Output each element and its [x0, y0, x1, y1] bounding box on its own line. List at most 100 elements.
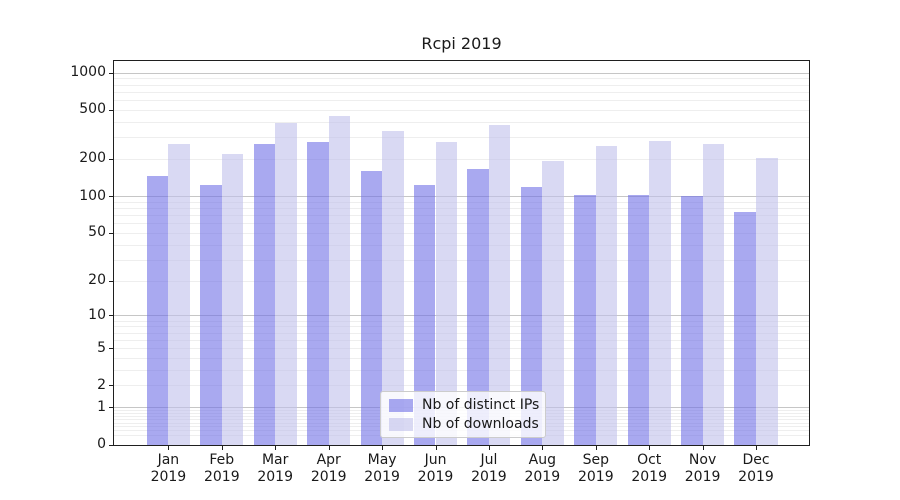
y-gridline-minor [114, 215, 809, 216]
x-tick-label: Sep 2019 [577, 452, 614, 485]
x-tick-label: Feb 2019 [203, 452, 240, 485]
bar-distinct-ips [307, 142, 329, 445]
y-gridline-minor [114, 339, 809, 341]
legend: Nb of distinct IPs Nb of downloads [380, 391, 546, 438]
y-tick-label: 200 [79, 150, 106, 167]
bar-distinct-ips [413, 184, 436, 445]
bar-distinct-ips [627, 194, 650, 445]
x-tick-mark [542, 446, 544, 450]
x-tick-label: Jun 2019 [417, 452, 454, 485]
bar-downloads [168, 143, 190, 445]
bar-distinct-ips [681, 195, 703, 445]
y-tick-mark [109, 385, 114, 387]
legend-item-downloads: Nb of downloads [389, 415, 539, 433]
bar-downloads [649, 140, 671, 445]
legend-item-distinct-ips: Nb of distinct IPs [389, 396, 540, 414]
y-gridline-minor [114, 369, 809, 371]
bar-downloads [328, 116, 351, 445]
x-tick-label: Apr 2019 [310, 452, 347, 485]
y-gridline-minor [114, 91, 809, 93]
legend-label-downloads: Nb of downloads [422, 415, 539, 432]
y-gridline-major [114, 72, 809, 74]
bar-distinct-ips [200, 184, 222, 445]
y-tick-mark [109, 158, 114, 160]
legend-label-distinct-ips: Nb of distinct IPs [422, 396, 540, 413]
y-tick-label: 0 [97, 436, 106, 452]
bar-downloads [382, 131, 404, 445]
y-gridline-minor [114, 259, 809, 261]
y-tick-mark [109, 232, 114, 234]
y-tick-mark [109, 315, 114, 317]
y-gridline-minor [114, 78, 809, 80]
y-gridline-major [114, 315, 809, 317]
bar-downloads [488, 125, 511, 445]
y-tick-mark [109, 280, 114, 282]
y-gridline-minor [114, 100, 809, 101]
x-tick-label: Jul 2019 [471, 452, 507, 485]
x-tick-mark [168, 446, 170, 450]
y-gridline-minor [114, 137, 809, 139]
y-tick-mark [109, 407, 114, 409]
plot-area: Nb of distinct IPs Nb of downloads [113, 60, 810, 446]
bar-downloads [435, 141, 458, 445]
x-tick-mark [435, 446, 437, 450]
y-tick-mark [109, 444, 114, 446]
y-gridline-minor [114, 280, 809, 282]
bar-distinct-ips [520, 186, 543, 445]
x-tick-mark [756, 446, 757, 450]
y-tick-label: 1000 [70, 64, 106, 80]
bar-downloads [221, 153, 244, 445]
bar-downloads [542, 160, 564, 445]
y-gridline-minor [114, 223, 809, 225]
x-tick-mark [221, 446, 223, 450]
y-gridline-minor [114, 109, 809, 111]
x-tick-label: Nov 2019 [684, 452, 721, 485]
bar-distinct-ips [253, 143, 276, 445]
y-gridline-minor [114, 158, 809, 160]
x-tick-label: Mar 2019 [257, 452, 293, 485]
x-tick-mark [275, 446, 277, 450]
y-tick-label: 10 [88, 306, 106, 323]
x-tick-label: Oct 2019 [631, 452, 667, 485]
y-gridline-minor [114, 121, 809, 123]
y-tick-label: 100 [79, 187, 106, 204]
y-gridline-minor [114, 244, 809, 246]
bar-downloads [756, 157, 778, 445]
bar-downloads [595, 145, 618, 445]
bar-downloads [702, 143, 725, 445]
bar-distinct-ips [146, 176, 169, 445]
x-tick-label: Dec 2019 [738, 452, 774, 485]
x-tick-label: Aug 2019 [524, 452, 561, 485]
chart-title: Rcpi 2019 [421, 34, 502, 53]
x-tick-label: Jan 2019 [150, 452, 187, 485]
y-gridline-minor [114, 320, 809, 322]
bar-distinct-ips [360, 170, 383, 445]
x-tick-mark [702, 446, 704, 450]
y-tick-label: 2 [97, 376, 106, 393]
x-tick-mark [649, 446, 651, 450]
y-gridline-minor [114, 201, 809, 203]
legend-swatch-downloads [389, 417, 413, 431]
y-tick-label: 5 [97, 339, 106, 356]
y-tick-mark [109, 348, 114, 349]
y-gridline-minor [114, 207, 809, 209]
y-gridline-minor [114, 84, 809, 86]
y-gridline-major [114, 196, 809, 197]
y-gridline-minor [114, 357, 809, 359]
bar-distinct-ips [734, 212, 756, 445]
y-tick-label: 1 [97, 398, 106, 415]
bar-downloads [275, 123, 297, 445]
x-tick-mark [382, 446, 384, 450]
x-tick-mark [595, 446, 597, 450]
y-tick-label: 50 [88, 224, 106, 241]
x-tick-mark [328, 446, 330, 450]
y-gridline-minor [114, 348, 809, 349]
legend-swatch-distinct-ips [389, 398, 413, 412]
x-tick-mark [488, 446, 490, 450]
y-tick-mark [109, 72, 114, 74]
x-tick-label: May 2019 [364, 452, 400, 485]
y-tick-label: 500 [79, 101, 106, 118]
bar-distinct-ips [574, 194, 596, 445]
y-tick-label: 20 [88, 272, 106, 289]
